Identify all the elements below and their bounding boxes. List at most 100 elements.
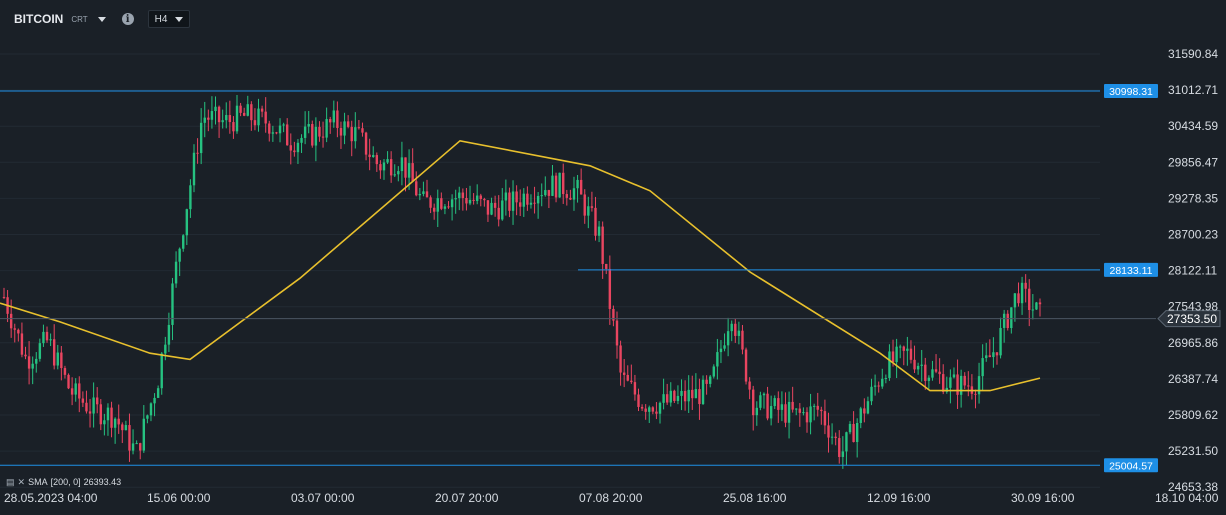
candle-body [239,105,242,113]
candle-body [78,383,81,399]
candle-body [379,164,382,171]
candle-body [752,389,755,416]
candle-body [397,171,400,175]
candle-body [594,207,597,236]
candle-body [35,358,38,364]
info-icon[interactable]: i [121,13,134,25]
indicator-params: [200, 0] [50,477,81,487]
candle-body [332,110,335,123]
time-tick-label: 12.09 16:00 [867,491,931,505]
candle-body [579,179,583,195]
candle-body [361,128,364,133]
candle-body [798,408,802,413]
candle-body [20,333,24,355]
candle-body [393,174,396,176]
candle-body [626,374,629,381]
candle-body [913,359,916,370]
candle-body [572,188,576,200]
candle-body [687,389,690,402]
candle-body [873,385,877,387]
candle-body [192,152,196,186]
candle-body [662,394,665,403]
candle-body [565,194,569,198]
candle-body [253,120,257,126]
candle-body [325,119,328,138]
candle-body [185,209,189,236]
candle-body [866,401,870,414]
candle-body [242,112,246,116]
time-tick-label: 30.09 16:00 [1011,491,1075,505]
candle-body [640,406,644,409]
candle-body [927,377,931,381]
candle-body [823,411,827,426]
candle-body [759,395,762,408]
candle-body [382,162,386,171]
candle-body [257,108,260,126]
candle-body [235,105,239,132]
price-tick-label: 29856.47 [1168,155,1218,169]
candle-body [619,345,622,373]
candle-body [106,407,110,421]
candle-body [203,117,206,123]
candle-body [784,404,787,423]
candle-body [425,191,429,198]
candle-body [959,375,963,395]
candle-body [1038,302,1042,305]
settings-icon[interactable]: ▤ [6,476,15,487]
candle-body [508,192,511,211]
candle-body [597,226,601,236]
candle-body [160,353,163,389]
candle-body [673,390,676,401]
close-icon[interactable]: ✕ [17,476,26,487]
price-tick-label: 26965.86 [1168,336,1218,350]
candle-body [189,185,192,210]
candle-body [475,195,479,201]
candle-body [465,197,468,204]
time-tick-label: 03.07 00:00 [291,491,355,505]
candle-body [1024,282,1027,289]
candlestick-series [2,94,1042,469]
candle-body [56,352,59,366]
candle-body [289,145,292,151]
candle-body [726,331,730,346]
candle-body [909,348,913,360]
candle-body [45,331,49,341]
candle-body [303,126,307,138]
candle-body [898,346,902,348]
candle-body [744,349,748,382]
candle-body [622,372,626,375]
candle-body [450,199,454,208]
candle-body [906,348,909,351]
candle-body [701,379,705,405]
candle-body [472,199,475,201]
candle-body [296,142,300,153]
candle-body [146,415,149,419]
candle-body [318,126,321,137]
candle-body [264,111,267,124]
candle-body [934,369,938,372]
candle-body [339,127,343,136]
symbol-name[interactable]: BITCOIN [14,12,64,26]
candle-body [178,248,181,262]
candle-body [680,390,683,396]
timeframe-select[interactable]: H4 [147,10,190,28]
candle-body [834,436,837,439]
candle-body [694,389,698,399]
candle-body [49,339,52,341]
candle-body [988,355,992,358]
candle-body [110,407,113,428]
candle-body [547,190,551,196]
candle-body [329,119,332,123]
candle-body [809,406,812,423]
candle-body [723,345,726,349]
symbol-dropdown-icon[interactable] [97,16,106,22]
candle-body [142,418,146,451]
candle-body [540,195,543,197]
level-price-badge [1104,262,1158,277]
price-tick-label: 27543.98 [1168,300,1218,314]
candle-body [812,405,816,407]
price-tick-label: 25231.50 [1168,444,1218,458]
candle-body [440,198,443,209]
candle-body [486,200,490,215]
